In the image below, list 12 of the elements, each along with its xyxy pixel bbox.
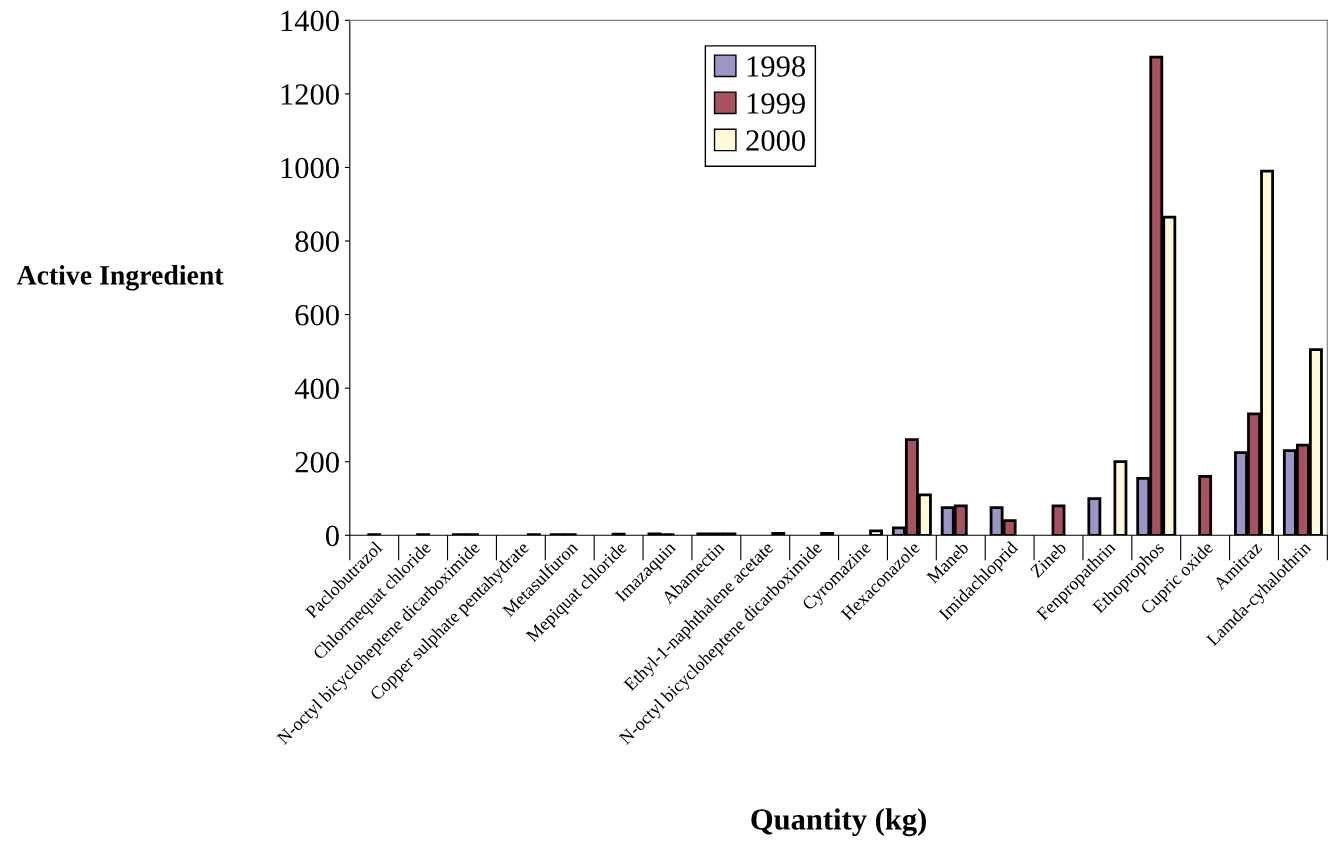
y-tick-label: 1200 bbox=[281, 84, 339, 105]
y-tick-label: 200 bbox=[295, 452, 339, 473]
y-tick-label: 1000 bbox=[281, 157, 339, 179]
x-axis-title: Quantity (kg) bbox=[751, 808, 926, 837]
legend-label: 2000 bbox=[746, 130, 806, 151]
legend-label: 1998 bbox=[747, 56, 806, 77]
y-tick-label: 400 bbox=[294, 378, 339, 400]
y-tick-label: 800 bbox=[295, 231, 339, 252]
y-tick-label: 600 bbox=[295, 304, 339, 326]
legend-label: 1999 bbox=[747, 93, 805, 114]
y-axis-title: Active Ingredient bbox=[16, 265, 224, 291]
y-tick-label: 1400 bbox=[281, 10, 339, 32]
